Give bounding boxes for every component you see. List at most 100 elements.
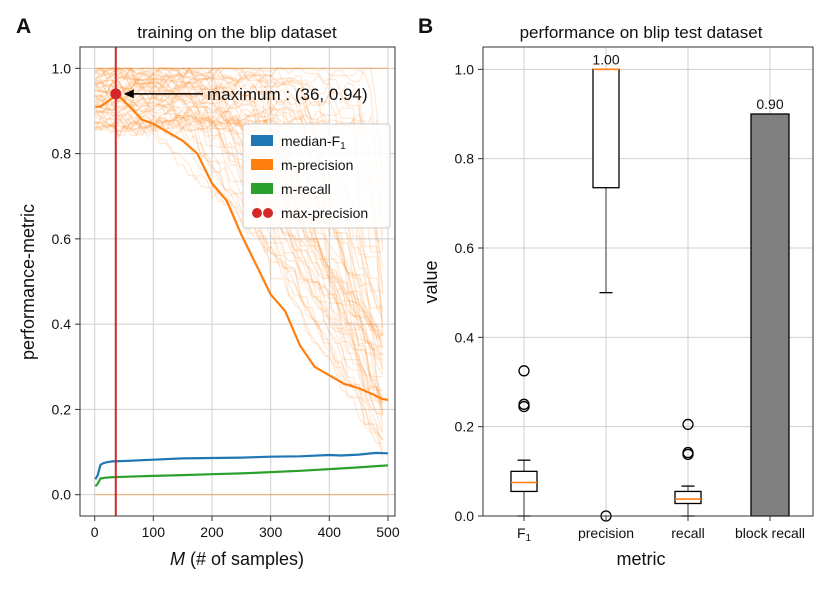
panel-b-x-ticks: F1 precision recall block recall: [517, 516, 805, 544]
panel-a-ylabel: performance-metric: [18, 204, 38, 360]
background-run-line: [94, 88, 383, 242]
legend-box: [242, 123, 391, 229]
panel-a-xlabel-italic: M: [170, 549, 185, 569]
bar-block-recall: [750, 113, 790, 517]
panel-a-ytick-label: 0.6: [52, 231, 72, 247]
legend-label: median-F1: [281, 133, 346, 152]
box-iqr: [510, 470, 538, 493]
background-run-line: [95, 67, 384, 398]
panel-a-xlabel: M (# of samples): [170, 549, 304, 569]
panel-b-title: performance on blip test dataset: [520, 23, 763, 42]
panel-b-ytick-label: 0.6: [455, 240, 475, 256]
background-run-line: [95, 67, 384, 440]
background-run-line: [94, 76, 384, 341]
legend-dot: [263, 208, 273, 218]
boxplot-F1: [510, 365, 538, 517]
legend-label: m-recall: [281, 181, 331, 197]
background-run-line: [95, 121, 384, 370]
panel-a-ytick-label: 0.2: [52, 401, 72, 417]
box-outlier: [518, 365, 530, 377]
background-run-line: [95, 67, 383, 399]
legend-swatch: [251, 135, 273, 146]
background-run-line: [94, 80, 384, 414]
background-run-line: [95, 87, 383, 391]
legend-dot: [252, 208, 262, 218]
box-iqr: [674, 490, 702, 505]
background-run-line: [95, 115, 384, 342]
background-run-line: [94, 97, 384, 336]
background-run-line: [94, 67, 384, 410]
panel-a-y-ticks: 0.0 0.2 0.4 0.6 0.8 1.0: [52, 60, 80, 503]
background-run-line: [94, 67, 383, 351]
background-run-line: [95, 80, 383, 444]
background-run-line: [95, 77, 384, 287]
background-run-line: [95, 115, 384, 376]
box-outlier: [518, 400, 530, 413]
background-run-line: [95, 72, 384, 453]
panel-a: A training on the blip dataset maximum :…: [16, 15, 400, 569]
panel-a-x-ticks: 0 100 200 300 400 500: [91, 516, 400, 540]
legend-label-subscript: 1: [340, 141, 346, 152]
xtick-subscript: 1: [526, 533, 532, 544]
box-outlier: [682, 418, 694, 431]
background-run-line: [94, 115, 384, 295]
panel-b-xtick-label: precision: [578, 525, 634, 541]
panel-b-ytick-label: 0.0: [455, 508, 475, 524]
background-run-line: [95, 67, 384, 189]
background-run-line: [95, 115, 383, 403]
background-run-line: [95, 83, 384, 434]
panel-a-xtick-label: 0: [91, 524, 99, 540]
panel-b-y-ticks: 0.0 0.2 0.4 0.6 0.8 1.0: [455, 61, 483, 524]
legend-swatch: [251, 159, 273, 170]
background-run-line: [95, 81, 383, 360]
panel-b-ylabel: value: [421, 260, 441, 303]
background-run-line: [95, 118, 383, 347]
panel-b-xlabel: metric: [617, 549, 666, 569]
panel-a-legend: median-F1 m-precision m-recall max-precisio…: [242, 123, 391, 229]
panel-a-label: A: [16, 15, 31, 38]
panel-a-ytick-label: 1.0: [52, 60, 72, 76]
background-run-line: [94, 75, 384, 441]
background-run-line: [94, 89, 384, 268]
series-line-m-recall: [94, 464, 389, 487]
background-run-line: [95, 90, 384, 345]
panel-b-xtick-label: F1: [517, 525, 532, 544]
annotation-arrow-head: [123, 89, 134, 99]
panel-b-frame: [482, 46, 814, 517]
panel-b-ytick-label: 0.4: [455, 329, 475, 345]
legend-swatch: [251, 183, 273, 194]
panel-a-annotation-group: maximum : (36, 0.94): [110, 47, 368, 516]
background-run-line: [95, 120, 384, 337]
panel-b-xtick-label: recall: [671, 525, 704, 541]
panel-b-ytick-label: 1.0: [455, 61, 475, 77]
background-run-line: [94, 67, 384, 404]
background-run-line: [94, 105, 384, 329]
panel-b-label: B: [418, 15, 433, 38]
panel-a-xtick-label: 400: [318, 524, 342, 540]
panel-a-ytick-label: 0.4: [52, 316, 72, 332]
background-run-line: [95, 120, 383, 356]
background-run-line: [95, 113, 384, 459]
panel-a-frame: [79, 46, 396, 517]
background-run-line: [95, 70, 383, 253]
background-run-line: [95, 111, 383, 415]
background-run-line: [95, 103, 384, 406]
background-run-line: [95, 88, 384, 433]
background-run-line: [94, 67, 384, 236]
box-outlier: [682, 446, 694, 459]
annotation-text: maximum : (36, 0.94): [207, 85, 368, 104]
background-run-line: [95, 108, 384, 319]
panel-b-ytick-label: 0.8: [455, 151, 475, 167]
panel-a-ytick-label: 0.0: [52, 487, 72, 503]
panel-a-title: training on the blip dataset: [137, 23, 337, 42]
panel-a-xtick-label: 500: [376, 524, 400, 540]
panel-a-xlabel-rest: (# of samples): [185, 549, 304, 569]
panel-b-marks: 1.00 0.90: [510, 51, 790, 522]
series-line-median-F1: [94, 451, 389, 480]
panel-b-xtick-label: block recall: [735, 525, 805, 541]
max-point-marker: [110, 88, 122, 100]
background-run-line: [94, 99, 384, 336]
background-run-line: [94, 92, 384, 356]
panel-a-xtick-label: 200: [200, 524, 224, 540]
